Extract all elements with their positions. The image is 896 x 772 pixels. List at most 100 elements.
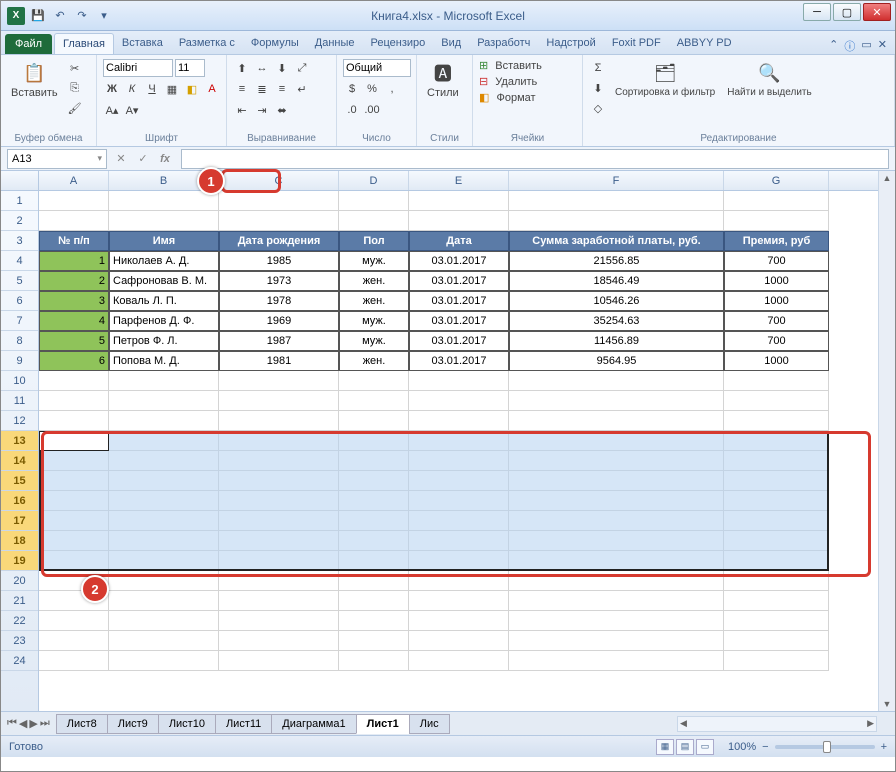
underline-button[interactable]: Ч — [143, 80, 161, 98]
cell[interactable] — [724, 611, 829, 631]
cell[interactable] — [219, 571, 339, 591]
ribbon-tab[interactable]: Формулы — [243, 33, 307, 54]
fx-icon[interactable]: fx — [155, 150, 175, 168]
autosum-icon[interactable]: Σ — [589, 59, 607, 77]
row-header[interactable]: 20 — [1, 571, 38, 591]
row-header[interactable]: 12 — [1, 411, 38, 431]
cell[interactable] — [109, 431, 219, 451]
sheet-tab[interactable]: Лист8 — [56, 714, 108, 734]
cell[interactable] — [724, 511, 829, 531]
cell[interactable]: 700 — [724, 251, 829, 271]
cell[interactable] — [509, 411, 724, 431]
sheet-nav[interactable]: ⏮◀▶⏭ — [1, 717, 56, 730]
cell[interactable] — [409, 471, 509, 491]
maximize-button[interactable]: ▢ — [833, 3, 861, 21]
ribbon-tab[interactable]: ABBYY PD — [669, 33, 740, 54]
cell[interactable] — [339, 411, 409, 431]
align-bot-icon[interactable]: ⬇ — [273, 59, 291, 77]
cell[interactable]: Николаев А. Д. — [109, 251, 219, 271]
percent-icon[interactable]: % — [363, 80, 381, 98]
inc-decimal-icon[interactable]: .0 — [343, 101, 361, 119]
row-header[interactable]: 8 — [1, 331, 38, 351]
indent-inc-icon[interactable]: ⇥ — [253, 101, 271, 119]
cell[interactable] — [509, 371, 724, 391]
sheet-tab[interactable]: Лист11 — [215, 714, 272, 734]
cell[interactable] — [109, 571, 219, 591]
formula-input[interactable] — [181, 149, 889, 169]
merge-icon[interactable]: ⬌ — [273, 101, 291, 119]
currency-icon[interactable]: $ — [343, 80, 361, 98]
cell[interactable] — [39, 431, 109, 451]
indent-dec-icon[interactable]: ⇤ — [233, 101, 251, 119]
cell[interactable] — [409, 511, 509, 531]
cell[interactable] — [339, 651, 409, 671]
cell[interactable] — [109, 611, 219, 631]
row-header[interactable]: 2 — [1, 211, 38, 231]
cell[interactable] — [509, 191, 724, 211]
cell[interactable]: жен. — [339, 351, 409, 371]
cell[interactable] — [39, 191, 109, 211]
orientation-icon[interactable]: ⤢ — [293, 59, 311, 77]
cell[interactable] — [339, 571, 409, 591]
cell[interactable] — [724, 451, 829, 471]
dec-decimal-icon[interactable]: .00 — [363, 101, 381, 119]
cell[interactable] — [724, 471, 829, 491]
cell[interactable] — [39, 471, 109, 491]
font-face-combo[interactable] — [103, 59, 173, 77]
cell[interactable] — [39, 411, 109, 431]
cell[interactable] — [724, 491, 829, 511]
cell[interactable] — [409, 591, 509, 611]
cell[interactable]: 700 — [724, 311, 829, 331]
close-button[interactable]: ✕ — [863, 3, 891, 21]
cell[interactable] — [219, 191, 339, 211]
cell[interactable]: 03.01.2017 — [409, 291, 509, 311]
cell[interactable] — [109, 631, 219, 651]
cell[interactable]: 03.01.2017 — [409, 271, 509, 291]
cell[interactable] — [409, 431, 509, 451]
cell[interactable] — [724, 591, 829, 611]
file-tab[interactable]: Файл — [5, 34, 52, 54]
cell[interactable] — [409, 211, 509, 231]
cell[interactable]: Коваль Л. П. — [109, 291, 219, 311]
cell[interactable] — [409, 571, 509, 591]
redo-icon[interactable]: ↷ — [73, 7, 91, 25]
delete-cells-button[interactable]: ⊟ Удалить — [479, 75, 537, 88]
grow-font-icon[interactable]: A▴ — [103, 101, 121, 119]
sheet-tab[interactable]: Лист9 — [107, 714, 159, 734]
fill-color-icon[interactable]: ◧ — [183, 80, 201, 98]
ribbon-tab[interactable]: Главная — [54, 33, 114, 54]
cell[interactable] — [724, 211, 829, 231]
ribbon-tab[interactable]: Рецензиро — [363, 33, 434, 54]
cell[interactable]: муж. — [339, 331, 409, 351]
undo-icon[interactable]: ↶ — [51, 7, 69, 25]
cell[interactable] — [39, 611, 109, 631]
cell[interactable]: 9564.95 — [509, 351, 724, 371]
cell[interactable]: 1969 — [219, 311, 339, 331]
cell[interactable]: Сумма заработной платы, руб. — [509, 231, 724, 251]
column-header[interactable]: F — [509, 171, 724, 190]
shrink-font-icon[interactable]: A▾ — [123, 101, 141, 119]
row-header[interactable]: 11 — [1, 391, 38, 411]
zoom-level[interactable]: 100% — [728, 741, 756, 753]
cell[interactable] — [724, 431, 829, 451]
cell[interactable] — [219, 551, 339, 571]
cell[interactable]: 700 — [724, 331, 829, 351]
cell[interactable] — [219, 651, 339, 671]
cell[interactable] — [109, 191, 219, 211]
cell[interactable]: 1000 — [724, 351, 829, 371]
column-header[interactable]: D — [339, 171, 409, 190]
cell[interactable]: Дата рождения — [219, 231, 339, 251]
cell[interactable]: Парфенов Д. Ф. — [109, 311, 219, 331]
cell[interactable]: Дата — [409, 231, 509, 251]
cell[interactable] — [724, 411, 829, 431]
cell[interactable]: 03.01.2017 — [409, 331, 509, 351]
cell[interactable]: 1987 — [219, 331, 339, 351]
row-header[interactable]: 1 — [1, 191, 38, 211]
cell[interactable] — [339, 371, 409, 391]
column-header[interactable]: A — [39, 171, 109, 190]
minimize-button[interactable]: ─ — [803, 3, 831, 21]
comma-icon[interactable]: , — [383, 80, 401, 98]
cell[interactable]: Попова М. Д. — [109, 351, 219, 371]
cell[interactable] — [39, 451, 109, 471]
cells-area[interactable]: № п/пИмяДата рожденияПолДатаСумма зарабо… — [39, 191, 895, 711]
